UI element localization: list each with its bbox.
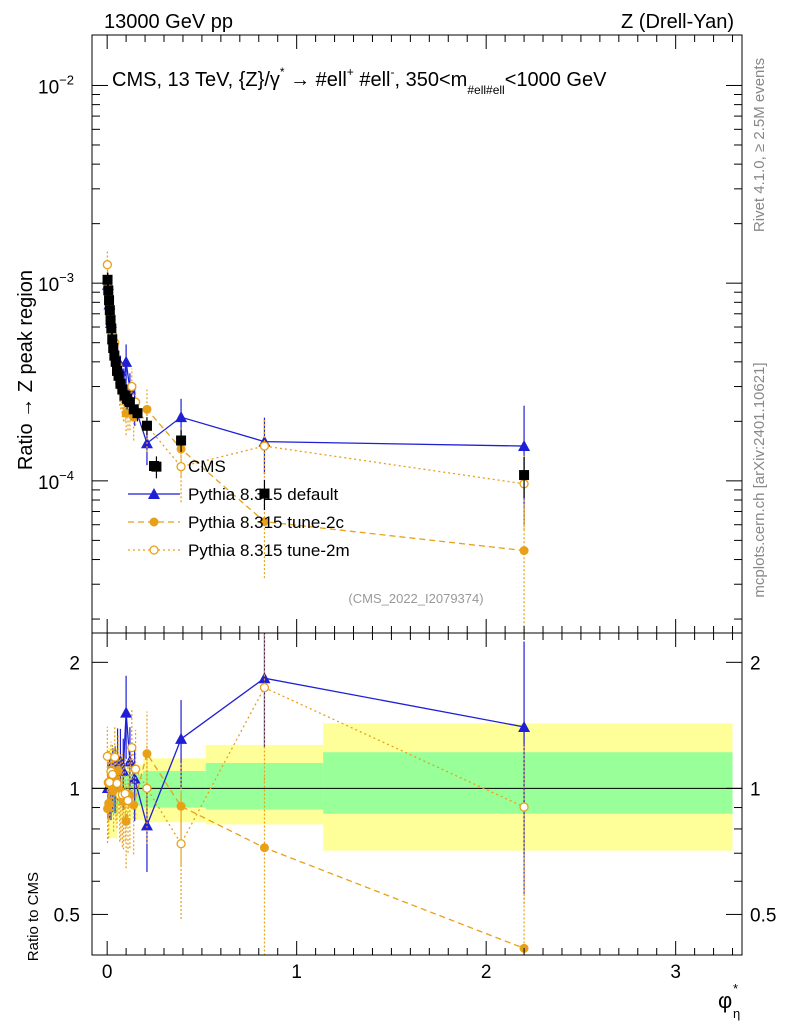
main-panel: 10−4 10−3 10−2 [38,34,743,634]
data-point-2 [259,517,269,527]
data-point-0 [115,378,126,389]
data-point-0 [106,323,117,334]
ratio-tick-label-left: 2 [69,653,80,674]
data-point-2 [519,546,529,556]
legend-marker-2 [149,517,159,527]
ratio-tick-label-right: 2 [750,653,761,674]
data-point-0 [519,470,530,481]
series-line-3 [106,264,525,485]
data-point-0 [117,384,128,395]
legend-marker-1 [148,488,160,499]
data-point-1 [518,440,531,452]
data-point-3 [176,462,186,472]
x-tick-label: 2 [481,962,492,983]
ratio-point-1 [140,819,153,831]
series-line-1 [107,284,525,447]
ratio-point-1 [175,732,188,744]
ratio-point-1 [258,672,271,684]
x-axis-label-sub: η [733,1006,740,1021]
legend-label-2: Pythia 8.315 tune-2c [188,513,344,532]
data-point-0 [113,370,124,381]
x-axis-label: φ [718,988,732,1013]
ratio-point-2 [259,843,269,853]
ratio-point-1 [120,706,133,718]
uncertainty-band-inner-4 [323,752,733,814]
y-axis-label: Ratio → Z peak region [15,270,37,470]
ratio-y-axis-label: Ratio to CMS [25,872,42,961]
ratio-frame [91,632,743,956]
uncertainty-band-inner-2 [143,771,206,808]
ratio-point-3 [142,783,152,794]
y-tick-label: 10−3 [38,270,74,296]
data-point-1 [120,355,133,367]
ratio-point-3 [176,839,186,849]
data-point-0 [124,397,135,408]
data-point-0 [108,342,119,353]
data-point-2 [121,408,131,418]
ratio-tick-label-left: 0.5 [54,905,80,926]
ratio-point-3 [127,742,137,753]
legend-marker-3 [149,545,159,555]
data-point-0 [105,315,116,326]
data-point-3 [259,441,270,451]
ratio-point-3 [104,777,115,787]
data-point-2 [142,404,152,414]
ratio-tick-label-right: 0.5 [750,905,776,926]
series-line-2 [106,289,525,552]
x-tick-label: 0 [102,962,113,983]
data-point-3 [127,381,137,392]
x-tick-label: 1 [291,962,302,983]
ratio-point-3 [102,751,112,762]
legend-label-0: CMS [188,457,226,476]
plot-title: CMS, 13 TeV, {Z}/γ* → #ell+ #ell-, 350<m… [112,65,607,97]
ratio-tick-label-right: 1 [750,779,761,800]
data-point-0 [110,356,121,367]
data-point-0 [103,285,114,296]
rivet-label: Rivet 4.1.0, ≥ 2.5M events [751,58,768,232]
x-tick-label: 3 [670,962,681,983]
data-point-0 [176,435,187,446]
data-point-0 [102,274,113,285]
data-point-0 [132,408,143,419]
ratio-point-3 [130,764,141,774]
ratio-point-1 [128,772,141,784]
ratio-point-1 [518,720,531,732]
ratio-point-1 [123,755,136,767]
ratio-point-2 [142,749,152,759]
ratio-panel: 0.5 0.5 1 1 2 2 [54,632,776,956]
analysis-watermark: (CMS_2022_I2079374) [348,591,483,606]
legend-marker-0 [149,461,159,471]
ratio-point-3 [259,682,270,693]
header-process: Z (Drell-Yan) [621,11,734,33]
ratio-point-3 [112,778,122,789]
legend-label-1: Pythia 8.315 default [188,485,339,504]
data-point-0 [107,334,118,345]
x-axis-label-sup: * [733,981,738,996]
data-point-0 [104,305,115,316]
y-tick-label: 10−4 [38,468,74,494]
data-point-0 [109,350,120,361]
data-point-0 [259,488,270,499]
ratio-point-3 [110,752,120,762]
data-point-1 [175,411,188,423]
ratio-point-3 [107,769,118,780]
ratio-point-3 [123,795,133,806]
legend-label-3: Pythia 8.315 tune-2m [188,541,350,560]
ratio-point-3 [519,802,529,812]
data-point-3 [102,260,112,270]
mcplots-label: mcplots.cern.ch [arXiv:2401.10621] [751,362,768,597]
ratio-point-2 [121,816,131,826]
y-tick-label: 10−2 [38,72,74,98]
data-point-0 [104,295,115,306]
data-point-0 [141,420,152,431]
ratio-tick-label-left: 1 [69,779,80,800]
legend: CMS Pythia 8.315 default Pythia 8.315 tune… [128,457,350,560]
header-energy: 13000 GeV pp [104,11,233,33]
